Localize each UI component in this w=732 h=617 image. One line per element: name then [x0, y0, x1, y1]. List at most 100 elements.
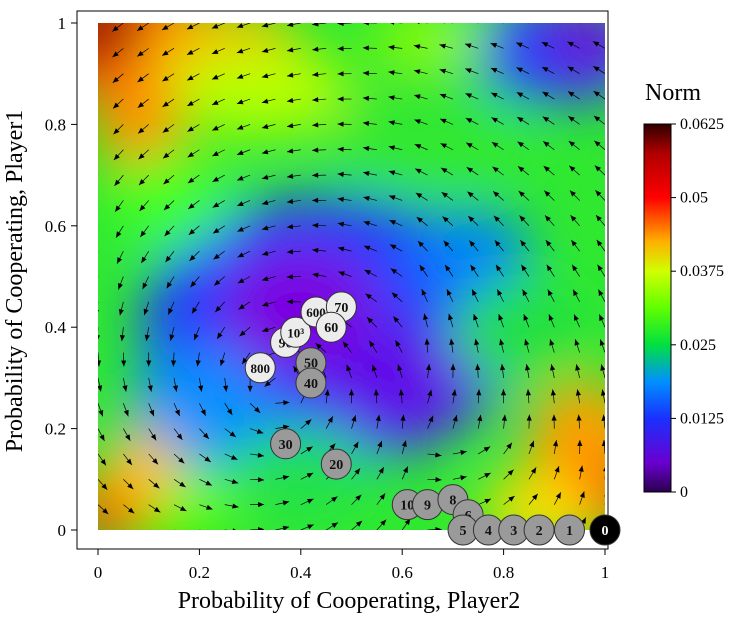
vector-arrow-head: [542, 91, 549, 98]
vector-arrow-head: [424, 338, 430, 345]
vector-arrow-head: [402, 466, 408, 473]
vector-arrow-head: [188, 203, 195, 209]
vector-arrow-head: [162, 101, 169, 107]
vector-arrow-head: [414, 144, 422, 149]
vector-arrow-head: [93, 258, 98, 265]
vector-arrow-shaft: [398, 23, 403, 24]
vector-arrow-head: [286, 299, 293, 305]
vector-arrow-head: [161, 24, 169, 31]
vector-arrow-head: [98, 360, 102, 367]
vector-arrow-shaft: [98, 175, 99, 176]
vector-arrow-head: [442, 216, 449, 223]
trajectory-marker: 40: [295, 367, 327, 399]
vector-arrow-head: [187, 100, 194, 106]
vector-arrow-head: [191, 307, 198, 314]
x-axis-label: Probability of Cooperating, Player2: [178, 588, 521, 614]
trajectory-marker-circle: [589, 514, 621, 546]
vector-arrow-head: [449, 338, 455, 345]
vector-arrow-head: [465, 93, 472, 99]
vector-arrow-head: [551, 414, 557, 421]
vector-arrow-head: [287, 72, 294, 78]
vector-arrow-head: [390, 268, 398, 275]
vector-arrow-shaft: [98, 149, 99, 151]
vector-arrow-head: [516, 92, 524, 98]
vector-arrow-head: [190, 280, 197, 288]
vector-arrow-head: [423, 313, 429, 321]
vector-arrow-shaft: [98, 200, 99, 202]
vector-arrow-head: [571, 239, 577, 247]
vector-arrow-head: [369, 340, 375, 348]
vector-arrow-head: [530, 467, 537, 474]
vector-arrow-head: [545, 240, 552, 247]
vector-arrow-head: [574, 314, 579, 321]
vector-arrow-head: [264, 380, 271, 387]
vector-arrow-shaft: [578, 23, 580, 24]
vector-arrow-head: [541, 42, 549, 48]
vector-arrow-head: [465, 68, 472, 74]
vector-arrow-head: [428, 415, 434, 423]
vector-arrow-head: [365, 293, 372, 300]
vector-arrow-head: [121, 360, 127, 367]
vector-arrow-head: [230, 454, 238, 460]
vector-arrow-head: [517, 116, 524, 123]
vector-arrow-head: [331, 496, 338, 503]
vector-arrow-head: [363, 145, 370, 152]
vector-arrow-head: [413, 69, 421, 75]
vector-arrow-head: [460, 475, 467, 481]
vector-arrow-head: [236, 124, 244, 130]
vector-arrow-head: [555, 492, 561, 499]
y-axis: 0 0.2 0.4 0.6 0.8 1: [45, 14, 77, 540]
vector-arrow-head: [542, 116, 550, 123]
vector-arrow-head: [236, 48, 244, 54]
vector-arrow-head: [114, 179, 121, 186]
vector-arrow-head: [337, 71, 344, 77]
vector-arrow-head: [506, 442, 512, 450]
vector-arrow-head: [580, 517, 586, 524]
vector-arrow-head: [187, 151, 195, 158]
vector-arrow-head: [397, 364, 403, 372]
vector-arrow-head: [306, 446, 313, 452]
vector-arrow-shaft: [98, 225, 99, 227]
vector-arrow-head: [363, 195, 370, 202]
vector-arrow-head: [593, 16, 600, 21]
vector-arrow-head: [144, 334, 150, 341]
vector-arrow-head: [138, 153, 145, 160]
vector-arrow-head: [477, 414, 483, 422]
vector-arrow-head: [237, 201, 244, 206]
vector-arrow-head: [490, 18, 497, 23]
vector-arrow-head: [129, 532, 135, 537]
vector-arrow-head: [126, 458, 132, 465]
vector-arrow-head: [337, 196, 344, 202]
trajectory-marker-label: 10³: [287, 325, 304, 340]
vector-arrow-head: [237, 278, 245, 284]
vector-arrow-head: [435, 452, 442, 458]
vector-arrow-head: [531, 493, 538, 501]
vector-arrow-head: [329, 443, 336, 450]
vector-arrow-head: [236, 73, 244, 79]
vector-arrow-head: [516, 67, 523, 73]
vector-arrow-head: [473, 313, 479, 321]
vector-arrow-head: [147, 385, 153, 392]
vector-arrow-head: [287, 47, 294, 53]
vector-arrow-head: [305, 419, 312, 426]
trajectory-marker-label: 1: [566, 524, 573, 539]
vector-arrow-shaft: [199, 529, 201, 530]
trajectory-marker-label: 20: [329, 458, 343, 473]
vector-arrow-head: [287, 23, 294, 28]
vector-arrow-head: [112, 51, 119, 58]
vector-arrow-head: [413, 44, 421, 50]
vector-arrow-head: [569, 190, 576, 197]
vector-arrow-head: [599, 339, 605, 346]
vector-arrow-head: [520, 240, 527, 247]
vector-arrow-head: [143, 308, 149, 316]
vector-arrow-head: [476, 389, 482, 396]
vector-arrow-head: [439, 93, 447, 99]
vector-arrow-head: [468, 216, 475, 223]
vector-arrow-head: [362, 45, 369, 51]
vector-arrow-head: [475, 363, 481, 371]
y-tick-label: 0.4: [45, 318, 67, 337]
vector-arrow-head: [342, 341, 349, 348]
vector-arrow-head: [112, 25, 119, 32]
vector-arrow-head: [427, 389, 433, 397]
vector-arrow-head: [172, 385, 179, 392]
